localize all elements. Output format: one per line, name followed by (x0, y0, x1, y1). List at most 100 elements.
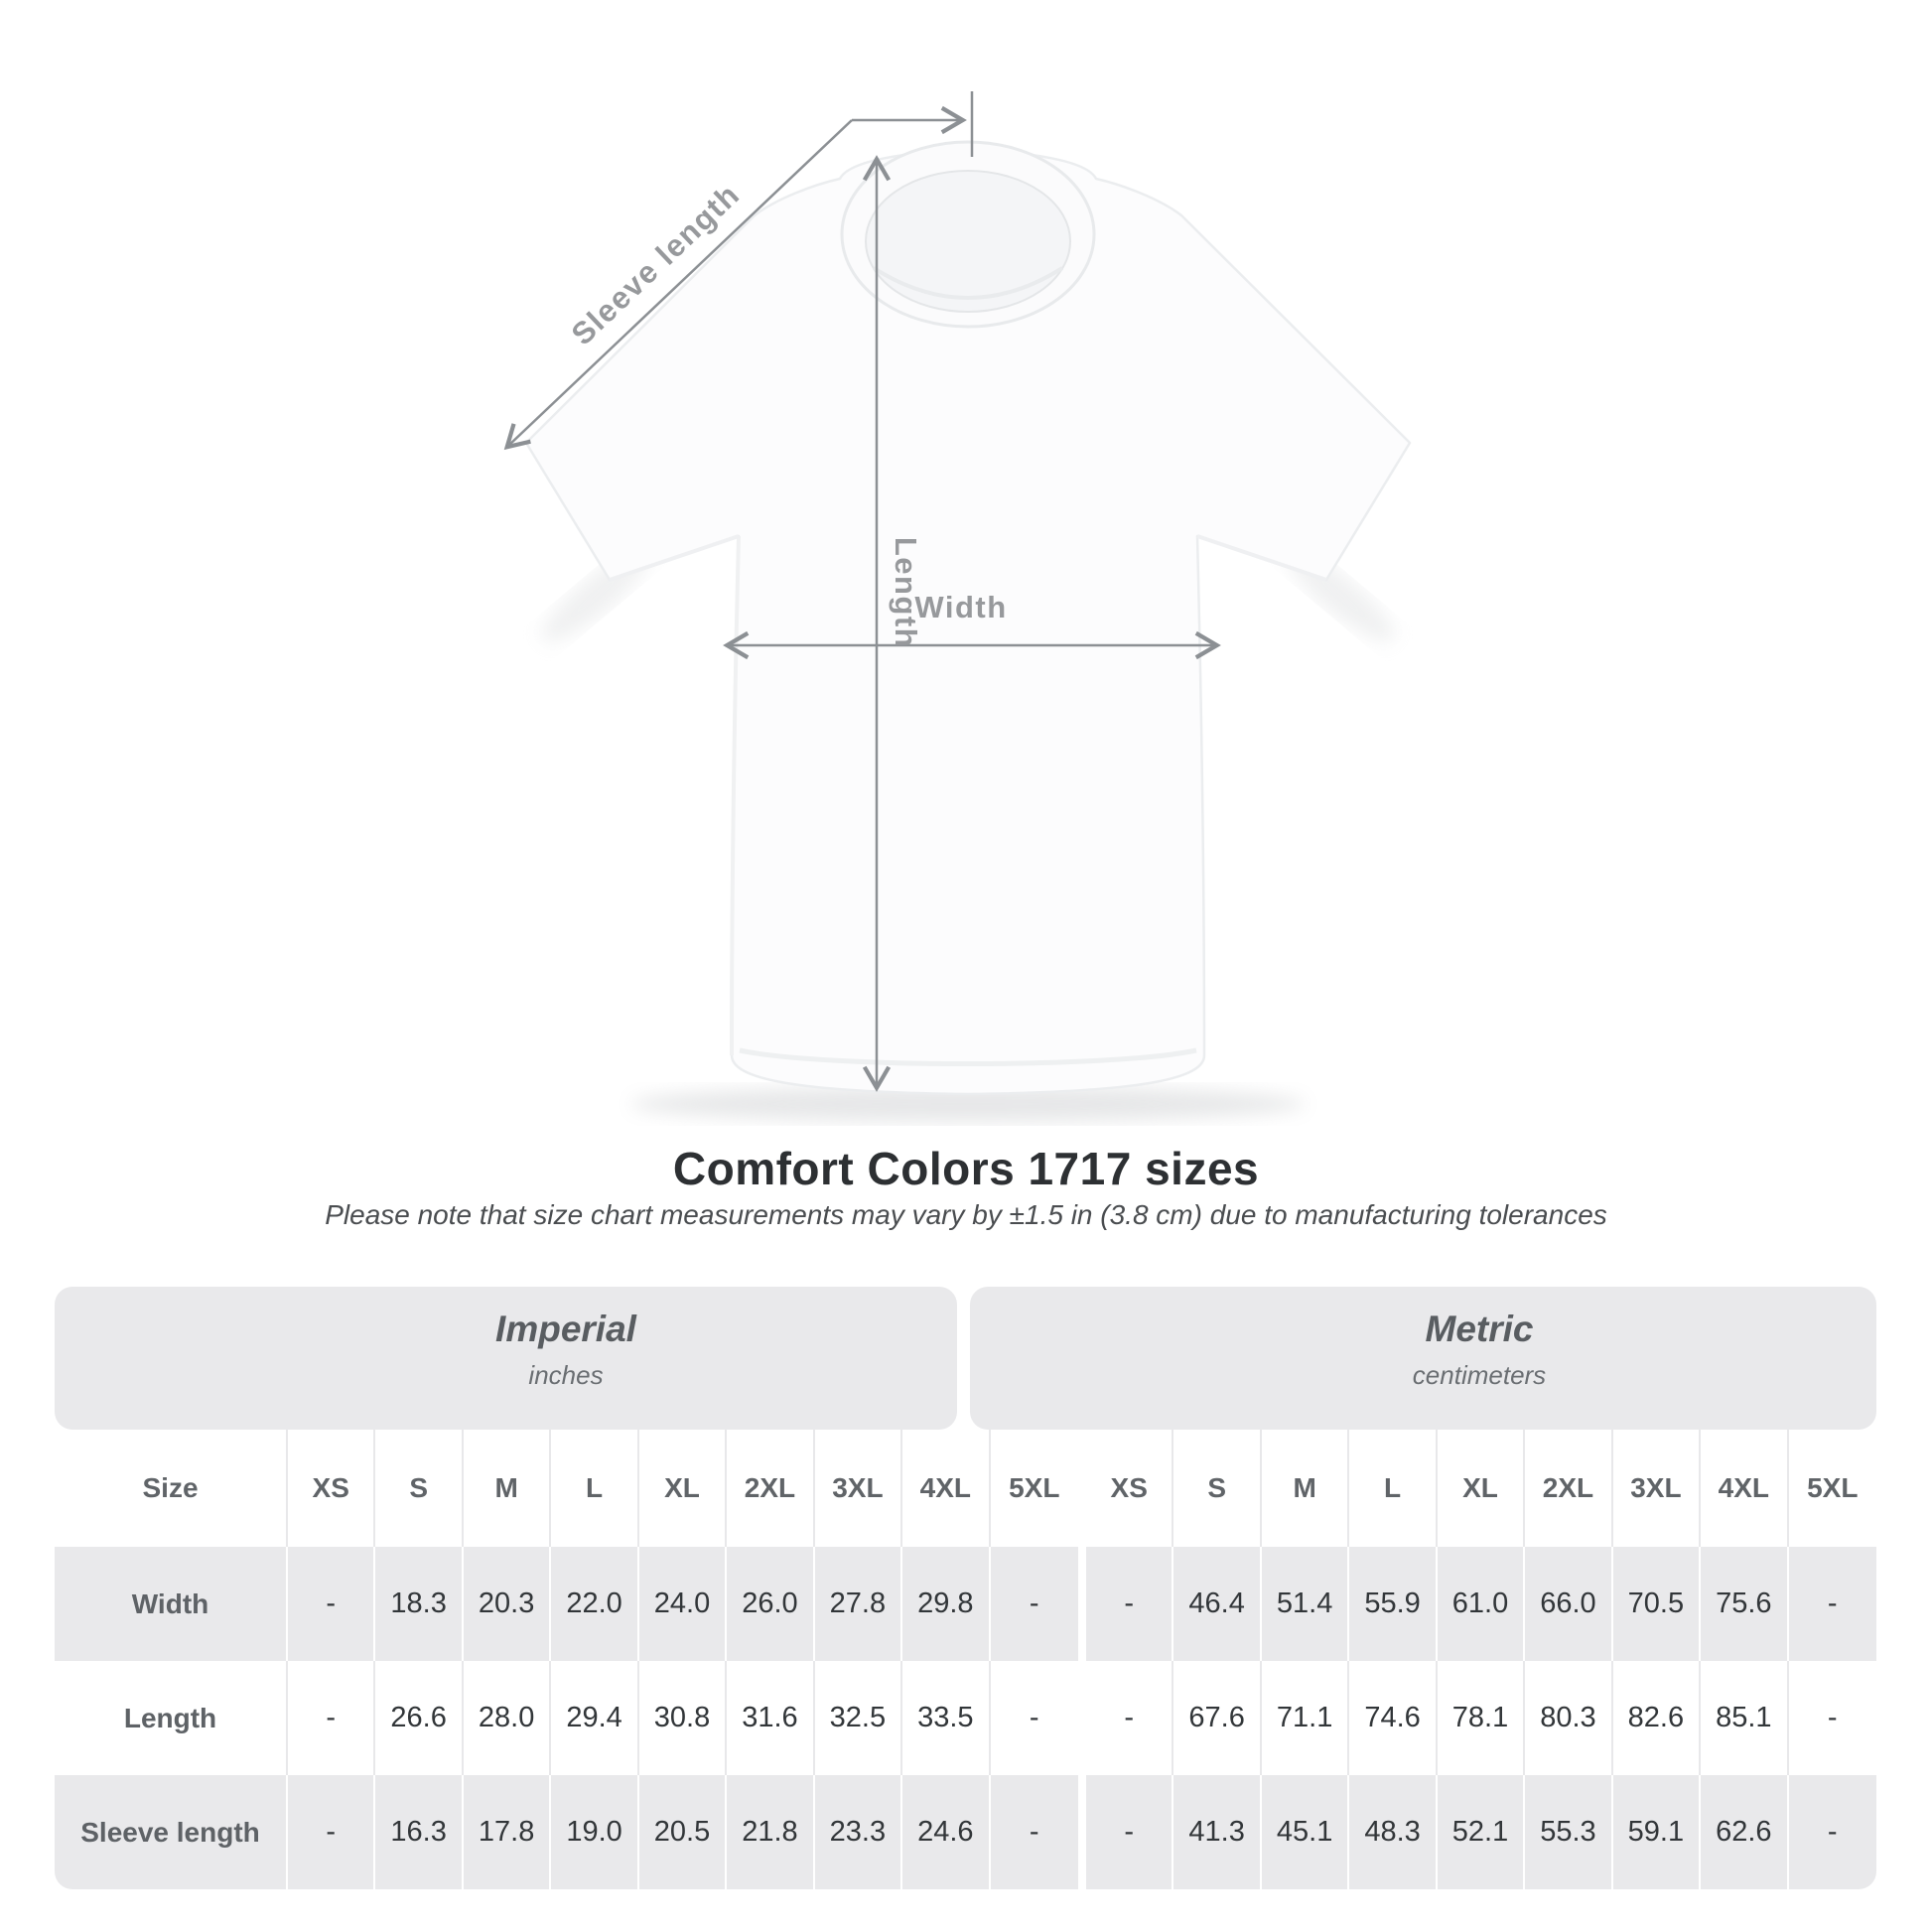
table-cell: 48.3 (1349, 1775, 1438, 1889)
imperial-heading-unit: inches (528, 1360, 604, 1390)
tshirt-measurement-diagram: Sleeve length Length Width (503, 91, 1412, 1122)
table-cell: - (1085, 1547, 1174, 1661)
table-cell: 26.6 (375, 1661, 464, 1775)
table-cell: 26.0 (727, 1547, 815, 1661)
size-column-header: S (1173, 1430, 1262, 1547)
group-divider (1077, 1547, 1086, 1661)
table-cell: - (1085, 1775, 1174, 1889)
table-cell: 32.5 (814, 1661, 903, 1775)
table-cell: - (1085, 1661, 1174, 1775)
metric-band (970, 1287, 1876, 1430)
table-row: Length -26.6 28.0 29.4 30.8 31.6 32.5 33.5- -67.… (55, 1661, 1876, 1775)
table-cell: 33.5 (902, 1661, 991, 1775)
table-cell: 27.8 (814, 1547, 903, 1661)
metric-heading-unit: centimeters (1412, 1360, 1547, 1390)
size-column-header: 2XL (1525, 1430, 1613, 1547)
row-label: Width (55, 1547, 288, 1661)
size-column-header: 4XL (1701, 1430, 1789, 1547)
table-cell: - (288, 1661, 376, 1775)
table-cell: - (288, 1547, 376, 1661)
row-label: Sleeve length (55, 1775, 288, 1889)
length-label: Length (889, 537, 923, 648)
table-cell: - (1788, 1661, 1876, 1775)
size-column-header: 3XL (1612, 1430, 1702, 1547)
size-column-header: L (551, 1430, 639, 1547)
table-cell: 46.4 (1173, 1547, 1262, 1661)
table-row: Width -18.3 20.3 22.0 24.0 26.0 27.8 29.8- -46.4… (55, 1547, 1876, 1661)
size-table: Imperial inches Metric centimeters Size X… (55, 1287, 1876, 1889)
metric-heading-label: Metric (1425, 1309, 1534, 1349)
table-cell: 51.4 (1261, 1547, 1350, 1661)
table-cell: 21.8 (727, 1775, 815, 1889)
table-cell: - (1788, 1547, 1876, 1661)
table-cell: 52.1 (1437, 1775, 1526, 1889)
size-column-header: S (375, 1430, 464, 1547)
table-cell: 16.3 (375, 1775, 464, 1889)
tshirt-neck-opening (865, 170, 1071, 313)
imperial-heading-label: Imperial (495, 1309, 636, 1349)
table-cell: 28.0 (463, 1661, 552, 1775)
table-cell: 31.6 (727, 1661, 815, 1775)
table-cell: 29.4 (551, 1661, 639, 1775)
size-column-header: 5XL (1788, 1430, 1876, 1547)
table-cell: - (288, 1775, 376, 1889)
size-column-header: XS (1085, 1430, 1174, 1547)
table-cell: 70.5 (1612, 1547, 1702, 1661)
table-cell: 74.6 (1349, 1661, 1438, 1775)
table-cell: 17.8 (463, 1775, 552, 1889)
table-body: Width -18.3 20.3 22.0 24.0 26.0 27.8 29.8- -46.4… (55, 1547, 1876, 1889)
group-divider (1077, 1661, 1086, 1775)
table-cell: - (990, 1775, 1078, 1889)
size-column-header: 4XL (902, 1430, 991, 1547)
size-column-header: 3XL (814, 1430, 903, 1547)
table-cell: 18.3 (375, 1547, 464, 1661)
table-row: Sleeve length -16.3 17.8 19.0 20.5 21.8 23.3 24… (55, 1775, 1876, 1889)
table-header-band: Imperial inches Metric centimeters (55, 1287, 1876, 1430)
row-label: Length (55, 1661, 288, 1775)
table-cell: 66.0 (1525, 1547, 1613, 1661)
imperial-band (55, 1287, 957, 1430)
table-cell: 24.6 (902, 1775, 991, 1889)
shirt-shadow (630, 1086, 1306, 1122)
table-cell: 59.1 (1612, 1775, 1702, 1889)
group-divider (1077, 1430, 1086, 1547)
size-column-header: 2XL (727, 1430, 815, 1547)
table-cell: 19.0 (551, 1775, 639, 1889)
table-cell: 30.8 (638, 1661, 728, 1775)
table-cell: 20.5 (638, 1775, 728, 1889)
table-cell: 80.3 (1525, 1661, 1613, 1775)
table-cell: 75.6 (1701, 1547, 1789, 1661)
sleeve-length-line (503, 119, 853, 451)
size-column-header: L (1349, 1430, 1438, 1547)
size-column-header: 5XL (990, 1430, 1078, 1547)
chart-title: Comfort Colors 1717 sizes (672, 1143, 1260, 1194)
table-cell: 45.1 (1261, 1775, 1350, 1889)
table-cell: - (990, 1661, 1078, 1775)
metric-heading: Metric centimeters (1413, 1309, 1546, 1391)
size-column-header: M (463, 1430, 552, 1547)
size-column-header: XL (1437, 1430, 1526, 1547)
size-column-header: Size (55, 1430, 288, 1547)
table-cell: 61.0 (1437, 1547, 1526, 1661)
table-cell: 23.3 (814, 1775, 903, 1889)
table-cell: 29.8 (902, 1547, 991, 1661)
width-label: Width (914, 590, 1007, 624)
group-divider (1077, 1775, 1086, 1889)
table-cell: 41.3 (1173, 1775, 1262, 1889)
size-column-header: M (1261, 1430, 1350, 1547)
table-cell: 82.6 (1612, 1661, 1702, 1775)
table-cell: 62.6 (1701, 1775, 1789, 1889)
table-cell: 55.9 (1349, 1547, 1438, 1661)
table-cell: 24.0 (638, 1547, 728, 1661)
table-cell: 20.3 (463, 1547, 552, 1661)
table-cell: - (990, 1547, 1078, 1661)
size-column-header: XS (288, 1430, 376, 1547)
table-cell: - (1788, 1775, 1876, 1889)
table-cell: 78.1 (1437, 1661, 1526, 1775)
size-header-row: Size XS S M L XL 2XL 3XL 4XL 5XL XS S M L XL 2XL 3XL 4XL 5… (55, 1430, 1876, 1547)
chart-subtitle: Please note that size chart measurements… (325, 1199, 1607, 1230)
table-cell: 22.0 (551, 1547, 639, 1661)
table-cell: 55.3 (1525, 1775, 1613, 1889)
imperial-heading: Imperial inches (495, 1309, 636, 1391)
